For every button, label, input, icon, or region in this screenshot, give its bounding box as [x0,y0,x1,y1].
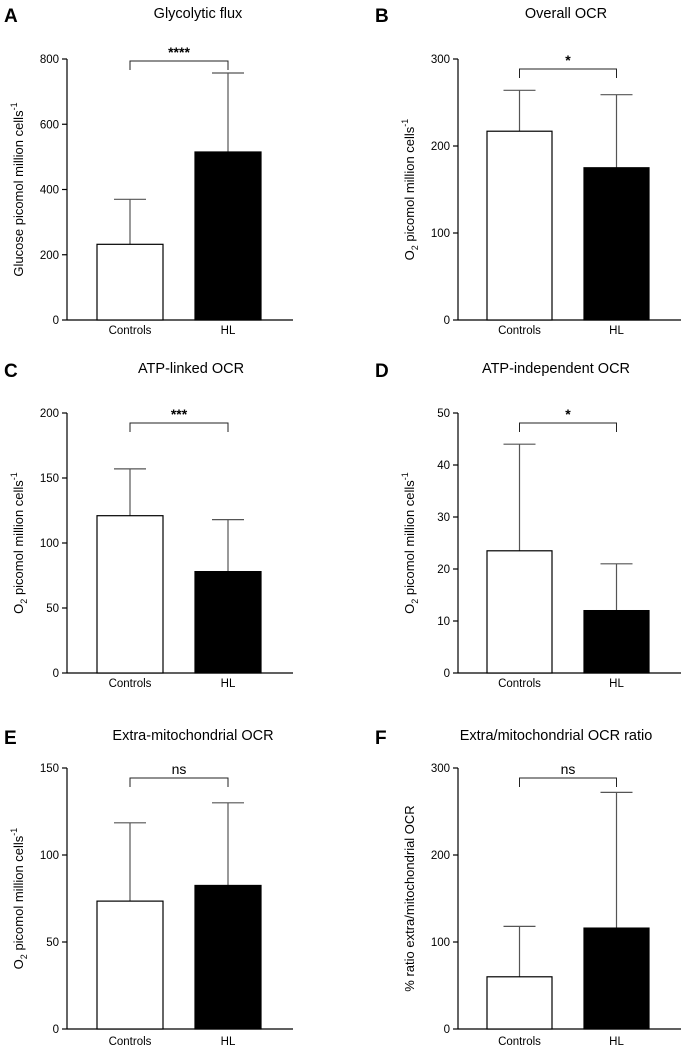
significance-bracket [129,777,229,787]
panel-b: B Overall OCR 0 100 200 300 O2 picomol million… [375,6,681,337]
significance-label: ns [561,761,576,777]
bar-controls [486,130,553,321]
significance-label: * [565,406,571,422]
bar-hl [583,927,650,1030]
y-axis-label: O2 picomol million cells-1 [400,119,420,261]
y-tick-label: 300 [431,54,450,66]
y-axis-label: Glucose picomol million cells-1 [9,102,26,276]
y-tick-label: 600 [40,119,59,131]
panel-a: A Glycolytic flux 0 200 400 600 800 Glucose pic… [4,6,293,337]
panel-title: Extra-mitochondrial OCR [112,728,273,744]
significance-label: * [565,52,571,68]
category-label: Controls [498,678,541,690]
bar-controls [486,550,553,674]
panel-letter: F [375,728,387,749]
y-axis-label: % ratio extra/mitochondrial OCR [402,805,417,991]
significance-bracket [129,422,229,432]
category-label: Controls [498,325,541,337]
y-tick-label: 100 [431,937,450,949]
panel-letter: C [4,361,18,382]
significance-bracket [129,60,229,71]
y-tick-label: 0 [444,315,450,327]
y-tick-label: 0 [444,668,450,680]
panel-letter: E [4,728,17,749]
y-tick-label: 10 [437,616,450,628]
category-label: HL [221,678,236,690]
bar-hl [194,884,262,1030]
category-label: HL [609,678,624,690]
y-tick-label: 150 [40,763,59,775]
category-label: Controls [109,325,152,337]
y-axis-label: O2 picomol million cells-1 [9,828,29,970]
bar-hl [583,609,650,674]
y-tick-label: 50 [437,408,450,420]
panel-letter: D [375,361,389,382]
y-axis-label: O2 picomol million cells-1 [400,472,420,614]
category-label: Controls [109,1036,152,1048]
panel-letter: B [375,6,389,27]
y-tick-label: 50 [46,937,59,949]
y-tick-label: 400 [40,185,59,197]
bar-controls [486,976,553,1030]
category-label: HL [221,1036,236,1048]
y-tick-label: 150 [40,473,59,485]
bar-hl [583,167,650,321]
panel-e: E Extra-mitochondrial OCR 0 50 100 150 O2 pico… [4,728,293,1048]
significance-label: *** [171,406,188,422]
y-tick-label: 0 [53,315,59,327]
y-tick-label: 200 [431,141,450,153]
category-label: Controls [498,1036,541,1048]
category-label: HL [609,325,624,337]
significance-bracket [519,777,617,787]
bar-controls [96,900,164,1030]
panel-title: Overall OCR [525,6,607,22]
bar-controls [96,243,164,321]
category-label: HL [609,1036,624,1048]
category-label: Controls [109,678,152,690]
panel-d: D ATP-independent OCR 0 10 20 30 40 50 O2 picomo… [375,361,681,690]
significance-bracket [519,68,617,78]
y-tick-label: 200 [40,250,59,262]
y-tick-label: 0 [53,1024,59,1036]
y-tick-label: 100 [431,228,450,240]
y-tick-label: 200 [40,408,59,420]
y-tick-label: 100 [40,538,59,550]
panel-title: Glycolytic flux [154,6,243,22]
y-tick-label: 100 [40,850,59,862]
y-tick-label: 30 [437,512,450,524]
bar-hl [194,151,262,321]
y-tick-label: 0 [444,1024,450,1036]
significance-label: ns [172,761,187,777]
significance-bracket [519,422,617,432]
bar-hl [194,570,262,674]
y-tick-label: 800 [40,54,59,66]
y-tick-label: 20 [437,564,450,576]
y-tick-label: 300 [431,763,450,775]
bar-controls [96,515,164,674]
panel-letter: A [4,6,18,27]
category-label: HL [221,325,236,337]
y-tick-label: 200 [431,850,450,862]
panel-title: ATP-independent OCR [482,361,630,377]
y-tick-label: 40 [437,460,450,472]
panel-title: Extra/mitochondrial OCR ratio [460,728,653,744]
y-tick-label: 50 [46,603,59,615]
panel-f: F Extra/mitochondrial OCR ratio 0 100 200 300… [375,728,681,1048]
y-tick-label: 0 [53,668,59,680]
significance-label: **** [168,44,190,60]
panel-c: C ATP-linked OCR 0 50 100 150 200 O2 picomol mi… [4,361,293,690]
panel-title: ATP-linked OCR [138,361,244,377]
y-axis-label: O2 picomol million cells-1 [9,472,29,614]
